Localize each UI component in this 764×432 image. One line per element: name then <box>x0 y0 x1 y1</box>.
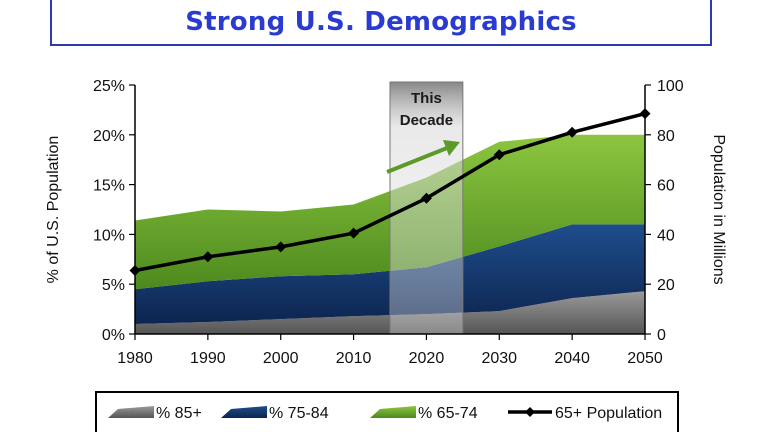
right-tick-label: 100 <box>657 78 684 95</box>
trend-arrow-shaft <box>386 146 448 174</box>
right-tick-label: 40 <box>657 227 675 244</box>
this-decade-rect <box>389 81 464 335</box>
left-tick-label: 20% <box>93 128 125 145</box>
legend-swatch <box>370 406 416 418</box>
x-tick-label: 2040 <box>554 350 590 367</box>
trend-arrow <box>386 140 460 174</box>
right-tick-label: 0 <box>657 327 666 344</box>
legend-line-marker <box>525 407 535 417</box>
left-tick-label: 5% <box>102 277 125 294</box>
left-tick-label: 25% <box>93 78 125 95</box>
population-point <box>202 251 214 263</box>
legend: % 85+ % 75-84 % 65-74 65+ Population <box>95 391 679 432</box>
x-tick-label: 2050 <box>627 350 663 367</box>
population-point <box>348 227 360 239</box>
x-tick-label: 1990 <box>190 350 226 367</box>
right-tick-label: 60 <box>657 178 675 195</box>
x-tick-label: 2010 <box>336 350 372 367</box>
area-85 <box>135 291 645 334</box>
left-tick-label: 10% <box>93 227 125 244</box>
population-point <box>493 149 505 161</box>
right-axis-title: Population in Millions <box>710 134 727 284</box>
left-axis-title: % of U.S. Population <box>45 136 62 284</box>
legend-label: 65+ Population <box>555 405 662 422</box>
left-tick-label: 15% <box>93 178 125 195</box>
title-box: Strong U.S. Demographics <box>50 0 712 46</box>
left-tick-label: 0% <box>102 327 125 344</box>
legend-label: % 65-74 <box>418 405 478 422</box>
x-tick-label: 2020 <box>409 350 445 367</box>
population-point <box>420 192 432 204</box>
this-decade-label-line1: This <box>411 90 442 107</box>
legend-swatch <box>221 406 267 418</box>
right-tick-label: 80 <box>657 128 675 145</box>
x-tick-label: 2030 <box>481 350 517 367</box>
legend-label: % 75-84 <box>269 405 329 422</box>
this-decade-band: This Decade <box>389 81 464 335</box>
chart-title: Strong U.S. Demographics <box>185 7 577 37</box>
population-point <box>566 126 578 138</box>
legend-label: % 85+ <box>156 405 202 422</box>
legend-swatch <box>108 406 154 418</box>
right-tick-label: 20 <box>657 277 675 294</box>
population-point <box>275 241 287 253</box>
this-decade-label-line2: Decade <box>400 112 453 129</box>
population-line <box>134 111 646 273</box>
x-tick-label: 1980 <box>117 350 153 367</box>
x-tick-label: 2000 <box>263 350 299 367</box>
trend-arrow-head <box>443 140 460 156</box>
